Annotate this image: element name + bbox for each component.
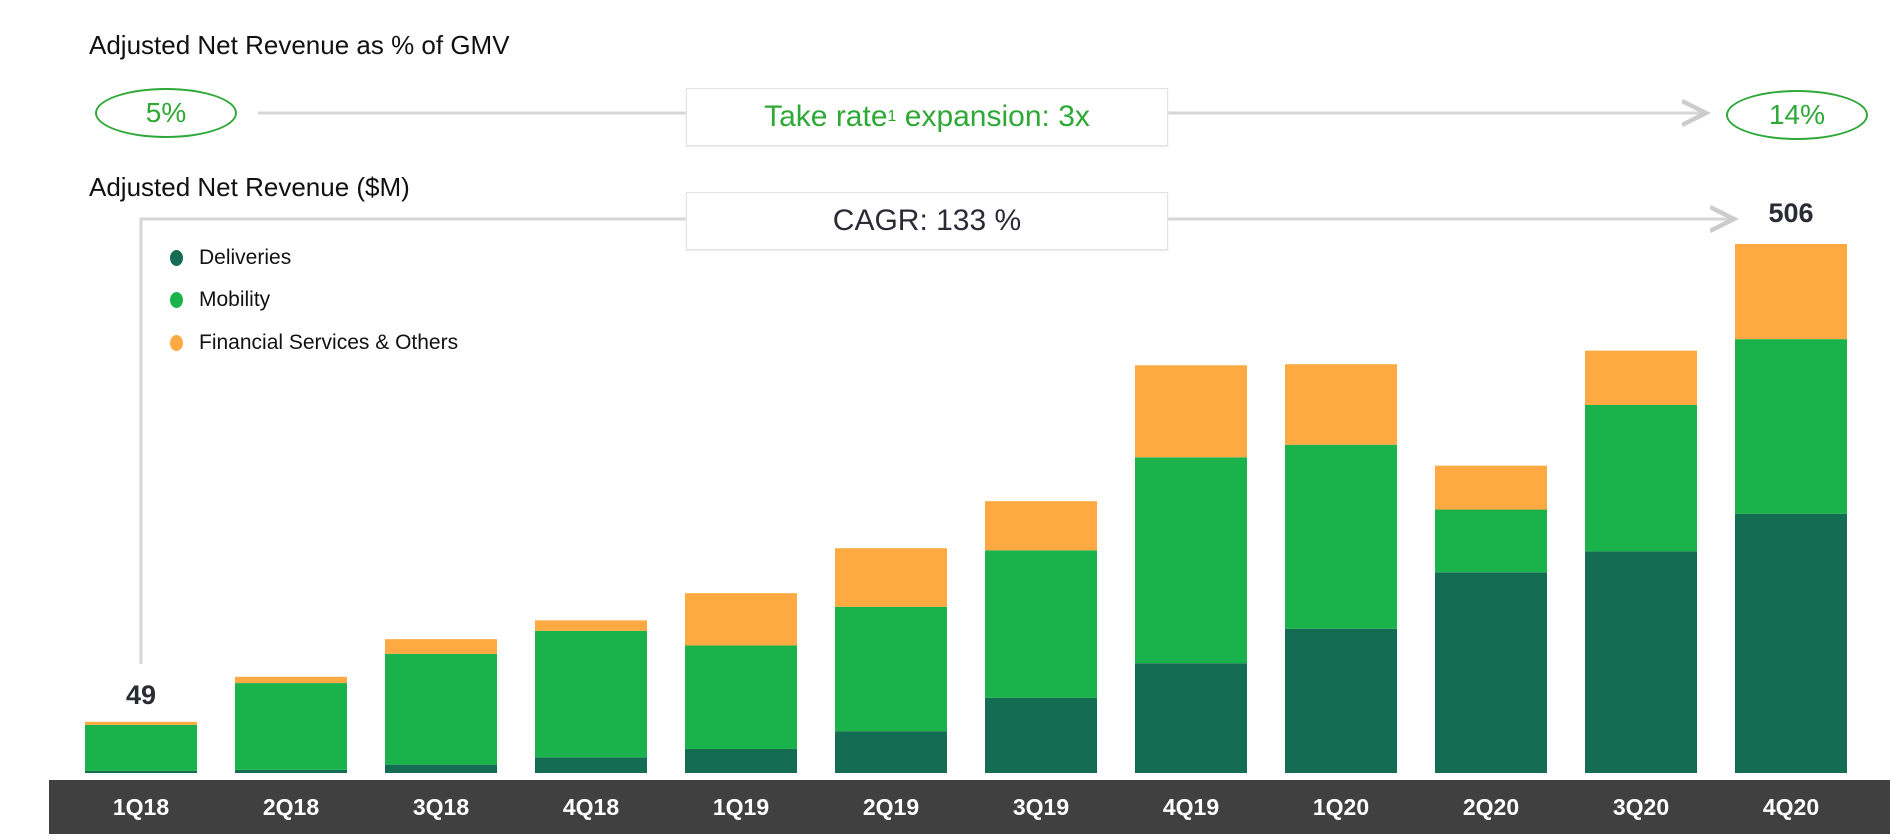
legend-label: Financial Services & Others [199,331,459,354]
bar-2Q18-deliveries [235,769,347,773]
bar-3Q20-financial-services-others [1585,350,1697,405]
data-label-last: 506 [1768,198,1814,228]
bar-3Q20-deliveries [1585,551,1697,773]
bar-1Q19-mobility [685,645,797,749]
x-tick-label: 1Q20 [1312,794,1370,820]
start-rate-oval: 5% [95,88,237,138]
x-tick-label: 1Q19 [712,794,770,820]
legend-label: Deliveries [199,246,292,269]
bar-2Q20-financial-services-others [1435,465,1547,510]
cagr-box: CAGR: 133 % [686,192,1168,250]
deliveries-dot-icon [170,250,183,266]
x-tick-label: 4Q19 [1162,794,1220,820]
bar-3Q19-financial-services-others [985,501,1097,551]
bar-4Q20-deliveries [1735,513,1847,773]
x-tick-label: 2Q19 [862,794,920,820]
bar-3Q18-financial-services-others [385,639,497,654]
bar-4Q20-financial-services-others [1735,244,1847,340]
cagr-arrow [139,219,1734,664]
bar-2Q19-financial-services-others [835,548,947,607]
x-tick-label: 2Q18 [262,794,320,820]
legend-mobility: Mobility [170,288,270,312]
bar-1Q20-financial-services-others [1285,364,1397,445]
legend-label: Mobility [199,288,271,311]
x-tick-label: 4Q18 [562,794,620,820]
x-tick-label: 3Q19 [1012,794,1070,820]
bar-4Q20-mobility [1735,339,1847,514]
bar-2Q20-mobility [1435,509,1547,573]
bar-1Q20-mobility [1285,444,1397,629]
take-rate-label: Take rate [764,100,888,133]
bar-1Q19-deliveries [685,748,797,773]
financial-dot-icon [170,335,183,351]
bar-1Q20-deliveries [1285,628,1397,773]
bar-1Q18-financial-services-others [85,721,197,725]
legend-deliveries: Deliveries [170,246,291,270]
mobility-dot-icon [170,292,183,308]
x-tick-label: 3Q20 [1612,794,1670,820]
bar-2Q20-deliveries [1435,572,1547,773]
bar-1Q19-financial-services-others [685,593,797,646]
legend-financial: Financial Services & Others [170,331,458,355]
x-tick-label: 3Q18 [412,794,470,820]
footnote-marker: 1 [887,108,897,125]
end-rate-oval: 14% [1726,90,1868,140]
bar-4Q18-deliveries [535,757,647,773]
bar-3Q18-mobility [385,653,497,765]
bar-3Q19-mobility [985,550,1097,698]
chart-title: Adjusted Net Revenue ($M) [89,172,410,202]
bar-2Q19-deliveries [835,731,947,773]
take-rate-title: Adjusted Net Revenue as % of GMV [89,30,510,60]
take-rate-suffix: expansion: 3x [896,100,1090,133]
x-tick-label: 4Q20 [1762,794,1820,820]
bar-2Q18-mobility [235,683,347,770]
bar-4Q19-deliveries [1135,663,1247,773]
bar-4Q19-financial-services-others [1135,365,1247,458]
x-tick-label: 1Q18 [112,794,170,820]
bar-3Q18-deliveries [385,764,497,773]
bar-3Q20-mobility [1585,405,1697,552]
take-rate-box: Take rate 1 expansion: 3x [686,88,1168,146]
bar-3Q19-deliveries [985,697,1097,773]
bar-4Q19-mobility [1135,457,1247,664]
bar-4Q18-mobility [535,630,647,758]
bars-group [85,244,1847,773]
x-tick-label: 2Q20 [1462,794,1520,820]
bar-4Q18-financial-services-others [535,620,647,631]
bar-1Q18-mobility [85,724,197,771]
data-label-first: 49 [125,679,157,710]
bar-2Q19-mobility [835,606,947,732]
bar-2Q18-financial-services-others [235,676,347,684]
bar-1Q18-deliveries [85,770,197,773]
x-axis-band [49,780,1890,834]
